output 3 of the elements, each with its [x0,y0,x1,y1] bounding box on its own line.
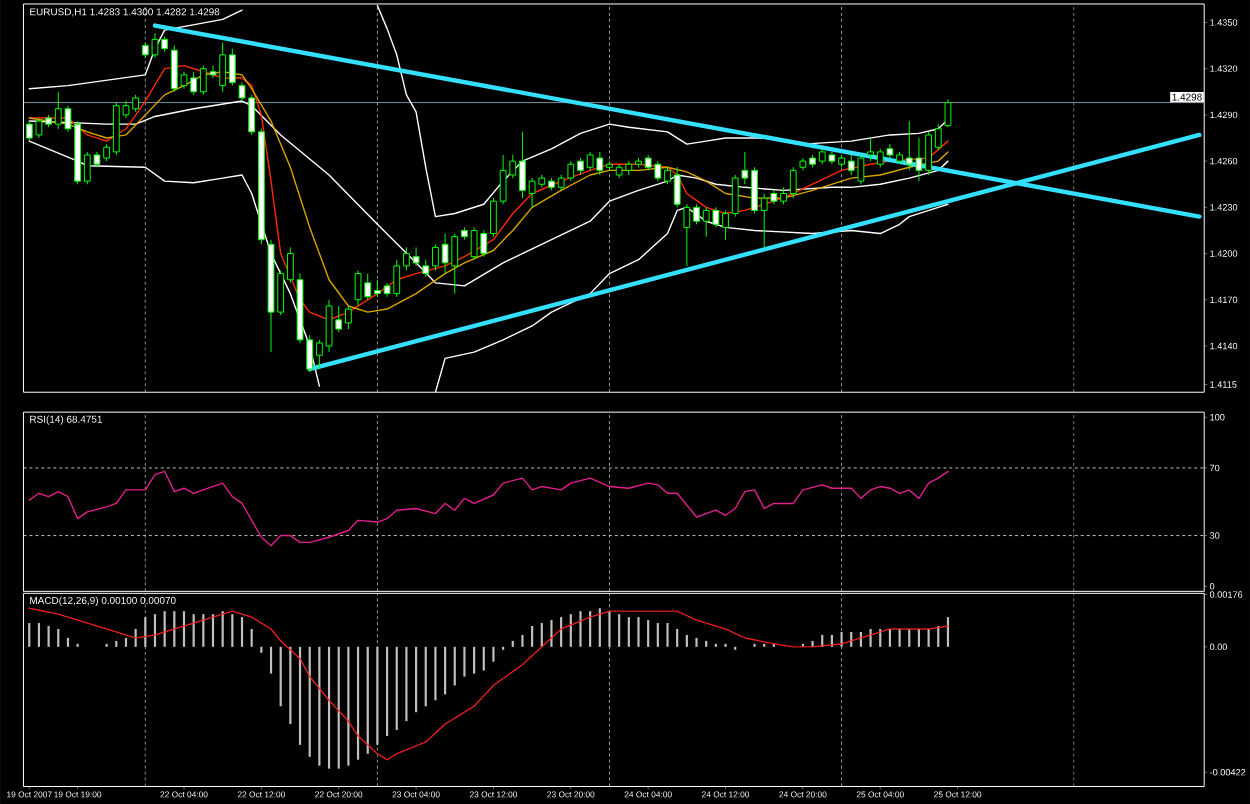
candlestick [944,98,952,128]
line-series [28,9,243,90]
line-series [28,470,949,547]
